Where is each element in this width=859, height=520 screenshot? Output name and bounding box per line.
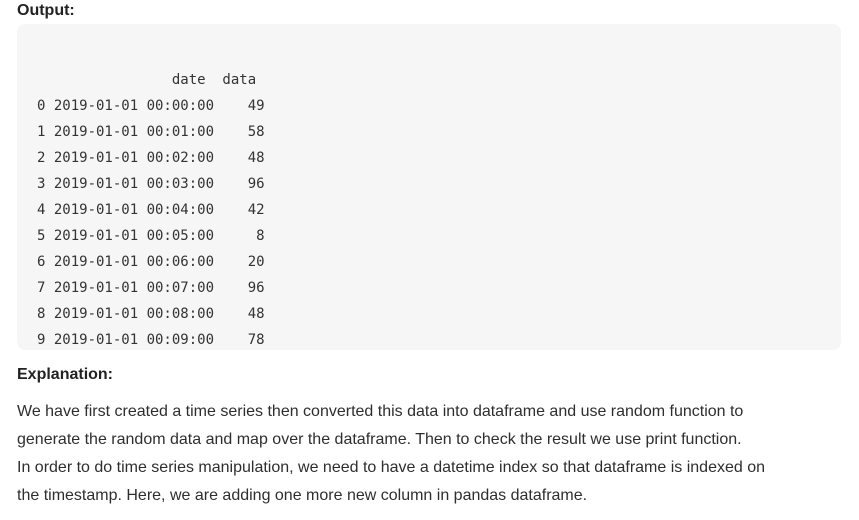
dataframe-row: 3 2019-01-01 00:03:00 96 — [37, 176, 265, 192]
dataframe-row: 6 2019-01-01 00:06:00 20 — [37, 254, 265, 270]
output-heading: Output: — [17, 2, 75, 19]
dataframe-row: 9 2019-01-01 00:09:00 78 — [37, 332, 265, 348]
explanation-line: the timestamp. Here, we are adding one m… — [17, 487, 588, 504]
explanation-paragraph: We have first created a time series then… — [17, 398, 847, 510]
dataframe-header-row: date data — [37, 72, 257, 88]
dataframe-row: 4 2019-01-01 00:04:00 42 — [37, 202, 265, 218]
dataframe-row: 7 2019-01-01 00:07:00 96 — [37, 280, 265, 296]
dataframe-row: 2 2019-01-01 00:02:00 48 — [37, 150, 265, 166]
explanation-line: generate the random data and map over th… — [17, 431, 742, 448]
dataframe-row: 1 2019-01-01 00:01:00 58 — [37, 124, 265, 140]
explanation-heading: Explanation: — [17, 366, 114, 383]
dataframe-row: 0 2019-01-01 00:00:00 49 — [37, 98, 265, 114]
dataframe-rows: 0 2019-01-01 00:00:00 49 1 2019-01-01 00:… — [37, 93, 265, 353]
dataframe-row: 8 2019-01-01 00:08:00 48 — [37, 306, 265, 322]
dataframe-row: 5 2019-01-01 00:05:00 8 — [37, 228, 265, 244]
explanation-line: We have first created a time series then… — [17, 403, 744, 420]
explanation-line: In order to do time series manipulation,… — [17, 459, 765, 476]
code-output-block: date data 0 2019-01-01 00:00:00 49 1 2019… — [17, 24, 841, 350]
